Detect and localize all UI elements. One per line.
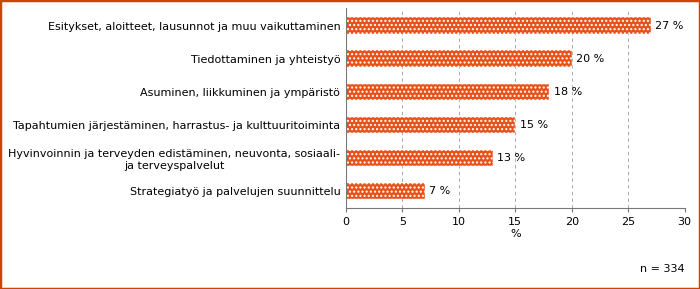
Text: 18 %: 18 % — [554, 87, 582, 97]
Bar — [346, 51, 572, 67]
Text: 13 %: 13 % — [497, 153, 525, 163]
Text: 15 %: 15 % — [520, 120, 548, 130]
Text: 27 %: 27 % — [655, 21, 684, 31]
Text: 20 %: 20 % — [576, 54, 605, 64]
Bar — [346, 84, 550, 100]
Bar — [346, 116, 515, 133]
Bar — [346, 17, 651, 34]
Text: n = 334: n = 334 — [640, 264, 685, 274]
X-axis label: %: % — [510, 229, 521, 239]
Bar — [346, 150, 493, 166]
Text: 7 %: 7 % — [430, 186, 451, 196]
Bar — [346, 183, 425, 199]
